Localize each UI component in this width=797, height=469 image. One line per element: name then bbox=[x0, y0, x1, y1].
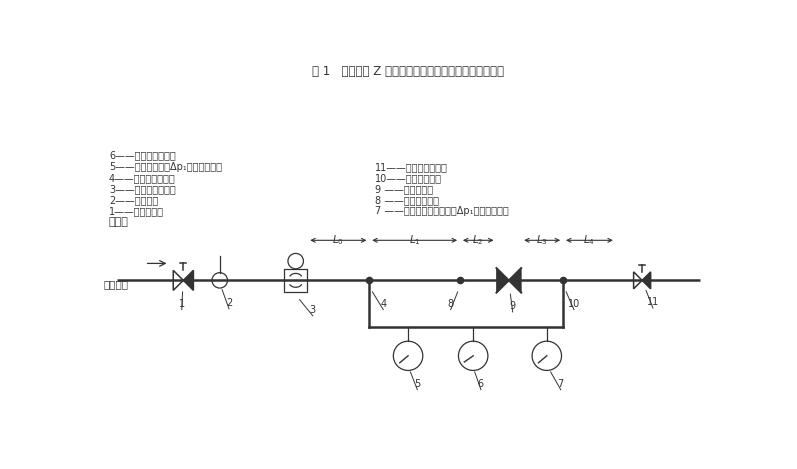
Bar bbox=[284, 269, 308, 292]
Polygon shape bbox=[497, 268, 508, 293]
Text: 3: 3 bbox=[310, 305, 316, 315]
Text: 2: 2 bbox=[226, 298, 232, 308]
Text: 1——上游阀门；: 1——上游阀门； bbox=[109, 206, 164, 216]
Text: 7 ——试验阀门管段差压（Δp₁）测量仪表；: 7 ——试验阀门管段差压（Δp₁）测量仪表； bbox=[375, 206, 508, 216]
Text: 6: 6 bbox=[478, 379, 484, 389]
Text: 8: 8 bbox=[448, 299, 453, 309]
Text: 1: 1 bbox=[179, 299, 185, 309]
Text: $L_0$: $L_0$ bbox=[332, 234, 344, 247]
Text: $L_3$: $L_3$ bbox=[536, 234, 548, 247]
Text: $L_2$: $L_2$ bbox=[473, 234, 484, 247]
Text: 压力水源: 压力水源 bbox=[104, 279, 128, 289]
Text: 10——下游取压孔；: 10——下游取压孔； bbox=[375, 173, 442, 183]
Text: 6——压力测量仪表；: 6——压力测量仪表； bbox=[109, 151, 175, 160]
Polygon shape bbox=[642, 272, 650, 289]
Text: 9 ——试验阀门；: 9 ——试验阀门； bbox=[375, 184, 433, 194]
Text: 8 ——上游取压孔；: 8 ——上游取压孔； bbox=[375, 195, 439, 205]
Text: 7: 7 bbox=[558, 379, 563, 389]
Text: 5——直管段差压（Δp₁）测量仪表；: 5——直管段差压（Δp₁）测量仪表； bbox=[109, 162, 222, 172]
Text: 4——直管段取压孔；: 4——直管段取压孔； bbox=[109, 173, 175, 183]
Text: 11——下游调节阀门。: 11——下游调节阀门。 bbox=[375, 162, 448, 172]
Text: 说明：: 说明： bbox=[109, 217, 129, 227]
Text: 4: 4 bbox=[380, 299, 387, 309]
Text: $L_1$: $L_1$ bbox=[409, 234, 421, 247]
Text: 图 1   直通式或 Z 形连接试验阀门的典型试验系统布置图: 图 1 直通式或 Z 形连接试验阀门的典型试验系统布置图 bbox=[312, 65, 504, 78]
Text: 3——流量测量仪表；: 3——流量测量仪表； bbox=[109, 184, 175, 194]
Text: 10: 10 bbox=[567, 299, 580, 309]
Polygon shape bbox=[508, 268, 521, 293]
Text: 11: 11 bbox=[647, 297, 659, 307]
Polygon shape bbox=[183, 270, 194, 290]
Text: 2——温度计；: 2——温度计； bbox=[109, 195, 158, 205]
Text: 5: 5 bbox=[414, 379, 421, 389]
Text: $L_4$: $L_4$ bbox=[583, 234, 595, 247]
Text: 9: 9 bbox=[509, 301, 516, 311]
